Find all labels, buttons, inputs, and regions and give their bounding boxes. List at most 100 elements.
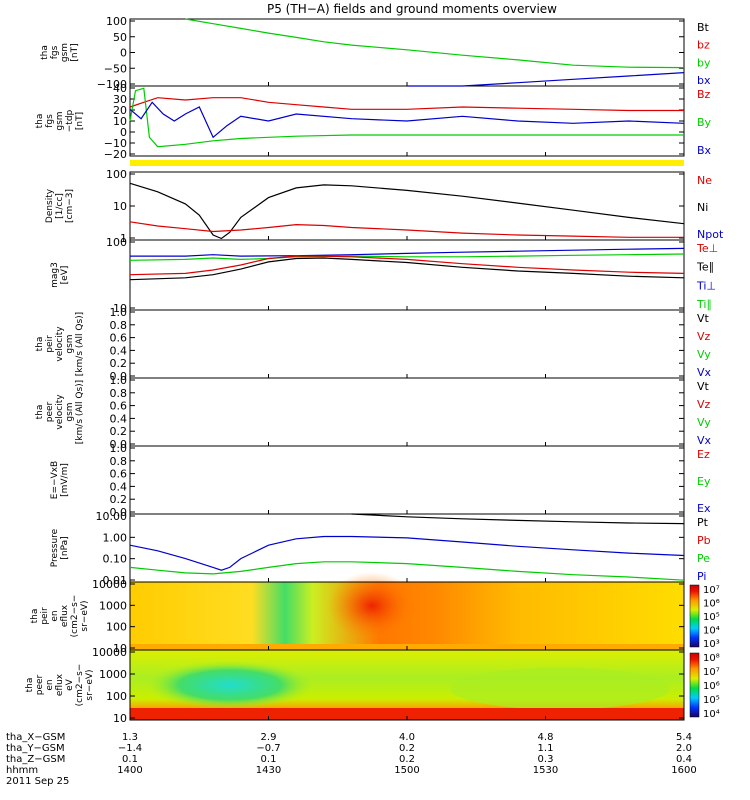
ephemeris-table: tha_X−GSM tha_Y−GSM tha_Z−GSM hhmm 2011 … (6, 732, 697, 787)
y-axis-label: tha (35, 337, 45, 352)
ephem-value: 1600 (671, 765, 696, 776)
legend-Te∥: Te∥ (696, 261, 714, 274)
legend-Ez: Ez (697, 448, 710, 461)
y-tick-label: 1.0 (110, 306, 128, 319)
ephem-value: 4.0 (399, 732, 415, 743)
y-tick-label: 0.0 (110, 438, 128, 451)
legend-Te⊥: Te⊥ (696, 242, 718, 255)
y-axis-label: sr−eV) (80, 600, 90, 631)
y-axis-label: [km/s (All Qs)] (75, 380, 85, 444)
y-tick-label: 0 (120, 47, 127, 60)
legend-Bt: Bt (697, 21, 710, 34)
y-axis-label: mag3 (50, 262, 60, 288)
y-axis-label: peer (45, 401, 55, 422)
y-tick-label: 1 (120, 232, 127, 245)
series-fgs_gse-bx (407, 72, 685, 87)
colorbar-label: 10³ (703, 639, 720, 650)
y-axis-label: gsm (60, 43, 70, 62)
y-tick-label: 0.8 (110, 455, 128, 468)
y-tick-label: 0.01 (103, 574, 128, 587)
y-axis-label: gsm (55, 111, 65, 130)
legend-bz: bz (697, 39, 710, 52)
y-axis-label: velocity (55, 394, 65, 430)
y-axis-label: velocity (55, 326, 65, 362)
y-tick-label: 0.2 (110, 425, 128, 438)
y-axis-label: en (45, 679, 55, 690)
ephem-value: −0.7 (256, 743, 280, 754)
colorbar (689, 584, 700, 648)
series-temp-Ti⊥ (130, 247, 685, 257)
legend-Vt: Vt (697, 312, 710, 325)
ephem-value: 2.9 (261, 732, 277, 743)
legend-Bx: Bx (697, 144, 712, 157)
electron-spectrogram-cold (145, 660, 315, 710)
y-tick-label: 1.0 (110, 374, 128, 387)
ephem-value: 1500 (394, 765, 419, 776)
y-axis-label: [nT] (70, 43, 80, 61)
colorbar-label: 10⁴ (703, 709, 720, 720)
legend-Pe: Pe (697, 552, 710, 565)
y-tick-label: 0.4 (110, 344, 128, 357)
legend-Bz: Bz (697, 88, 711, 101)
y-axis-label: en (50, 610, 60, 621)
legend-Vx: Vx (697, 366, 712, 379)
panel-peer_vel: 1.00.80.60.40.20.0 tha peer velocity gsm [km/… (35, 374, 712, 451)
y-tick-label: −20 (104, 148, 127, 161)
panel-frame (129, 513, 685, 583)
y-tick-label: 0.0 (110, 370, 128, 383)
ephem-value: 0.1 (261, 754, 277, 765)
ephem-value: 1.1 (538, 743, 554, 754)
y-tick-label: 10000 (92, 578, 127, 591)
plot-title: P5 (TH−A) fields and ground moments over… (267, 2, 557, 16)
y-tick-label: 0.2 (110, 357, 128, 370)
ephem-value: 1430 (256, 765, 281, 776)
y-axis-label: [nPa] (60, 536, 70, 559)
quality-flag-bar (130, 160, 684, 166)
ephem-value: 1530 (533, 765, 558, 776)
ephem-value: 0.3 (538, 754, 554, 765)
colorbar-label: 10⁶ (703, 599, 720, 610)
y-axis-label: gsm (65, 402, 75, 421)
ephem-value: 0.2 (399, 754, 415, 765)
y-tick-label: 0.0 (110, 506, 128, 519)
y-tick-label: 0.2 (110, 493, 128, 506)
y-axis-label: tha (40, 45, 50, 60)
y-tick-label: 0.4 (110, 480, 128, 493)
y-axis-label: fgs (50, 45, 60, 59)
colorbar-label: 10⁶ (703, 681, 720, 692)
y-tick-label: 10 (113, 712, 127, 725)
y-tick-label: 100 (106, 690, 127, 703)
y-tick-label: −100 (97, 78, 127, 91)
y-tick-label: 10 (113, 115, 127, 128)
y-axis-label: eflux (55, 673, 65, 696)
ephem-value: −1.4 (118, 743, 142, 754)
y-axis-label: eflux (60, 604, 70, 627)
ephem-value: 2.0 (676, 743, 692, 754)
y-tick-label: 0.8 (110, 387, 128, 400)
y-axis-label: tha (35, 405, 45, 420)
legend-bx: bx (697, 74, 711, 87)
y-tick-label: 0.4 (110, 412, 128, 425)
y-axis-label: −tdp (65, 109, 75, 132)
legend-Vz: Vz (697, 398, 711, 411)
legend-Ni: Ni (697, 201, 708, 214)
y-tick-label: 20 (113, 104, 127, 117)
y-tick-label: 1000 (99, 668, 127, 681)
y-tick-label: 50 (113, 31, 127, 44)
ephem-label-hhmm: hhmm (6, 765, 38, 776)
date-label: 2011 Sep 25 (6, 776, 69, 787)
panel-frame (129, 445, 685, 515)
series-fgs_gse-by (185, 18, 685, 69)
y-axis-label: (cm2−s− (70, 595, 80, 638)
y-axis-label: (cm2−s− (75, 664, 85, 707)
ephem-label-y: tha_Y−GSM (6, 743, 65, 754)
legend-Npot: Npot (697, 228, 724, 241)
y-tick-label: 0.6 (110, 400, 128, 413)
y-axis-label: [km/s (All Qs)] (75, 312, 85, 376)
panel-peir_vel: 1.00.80.60.40.20.0 tha peir velocity gsm [km/… (35, 306, 712, 383)
y-tick-label: 10 (113, 302, 127, 315)
y-tick-label: −10 (104, 137, 127, 150)
series-fgs_dsl-By (129, 87, 684, 148)
y-axis-label: E=−VxB (50, 461, 60, 499)
